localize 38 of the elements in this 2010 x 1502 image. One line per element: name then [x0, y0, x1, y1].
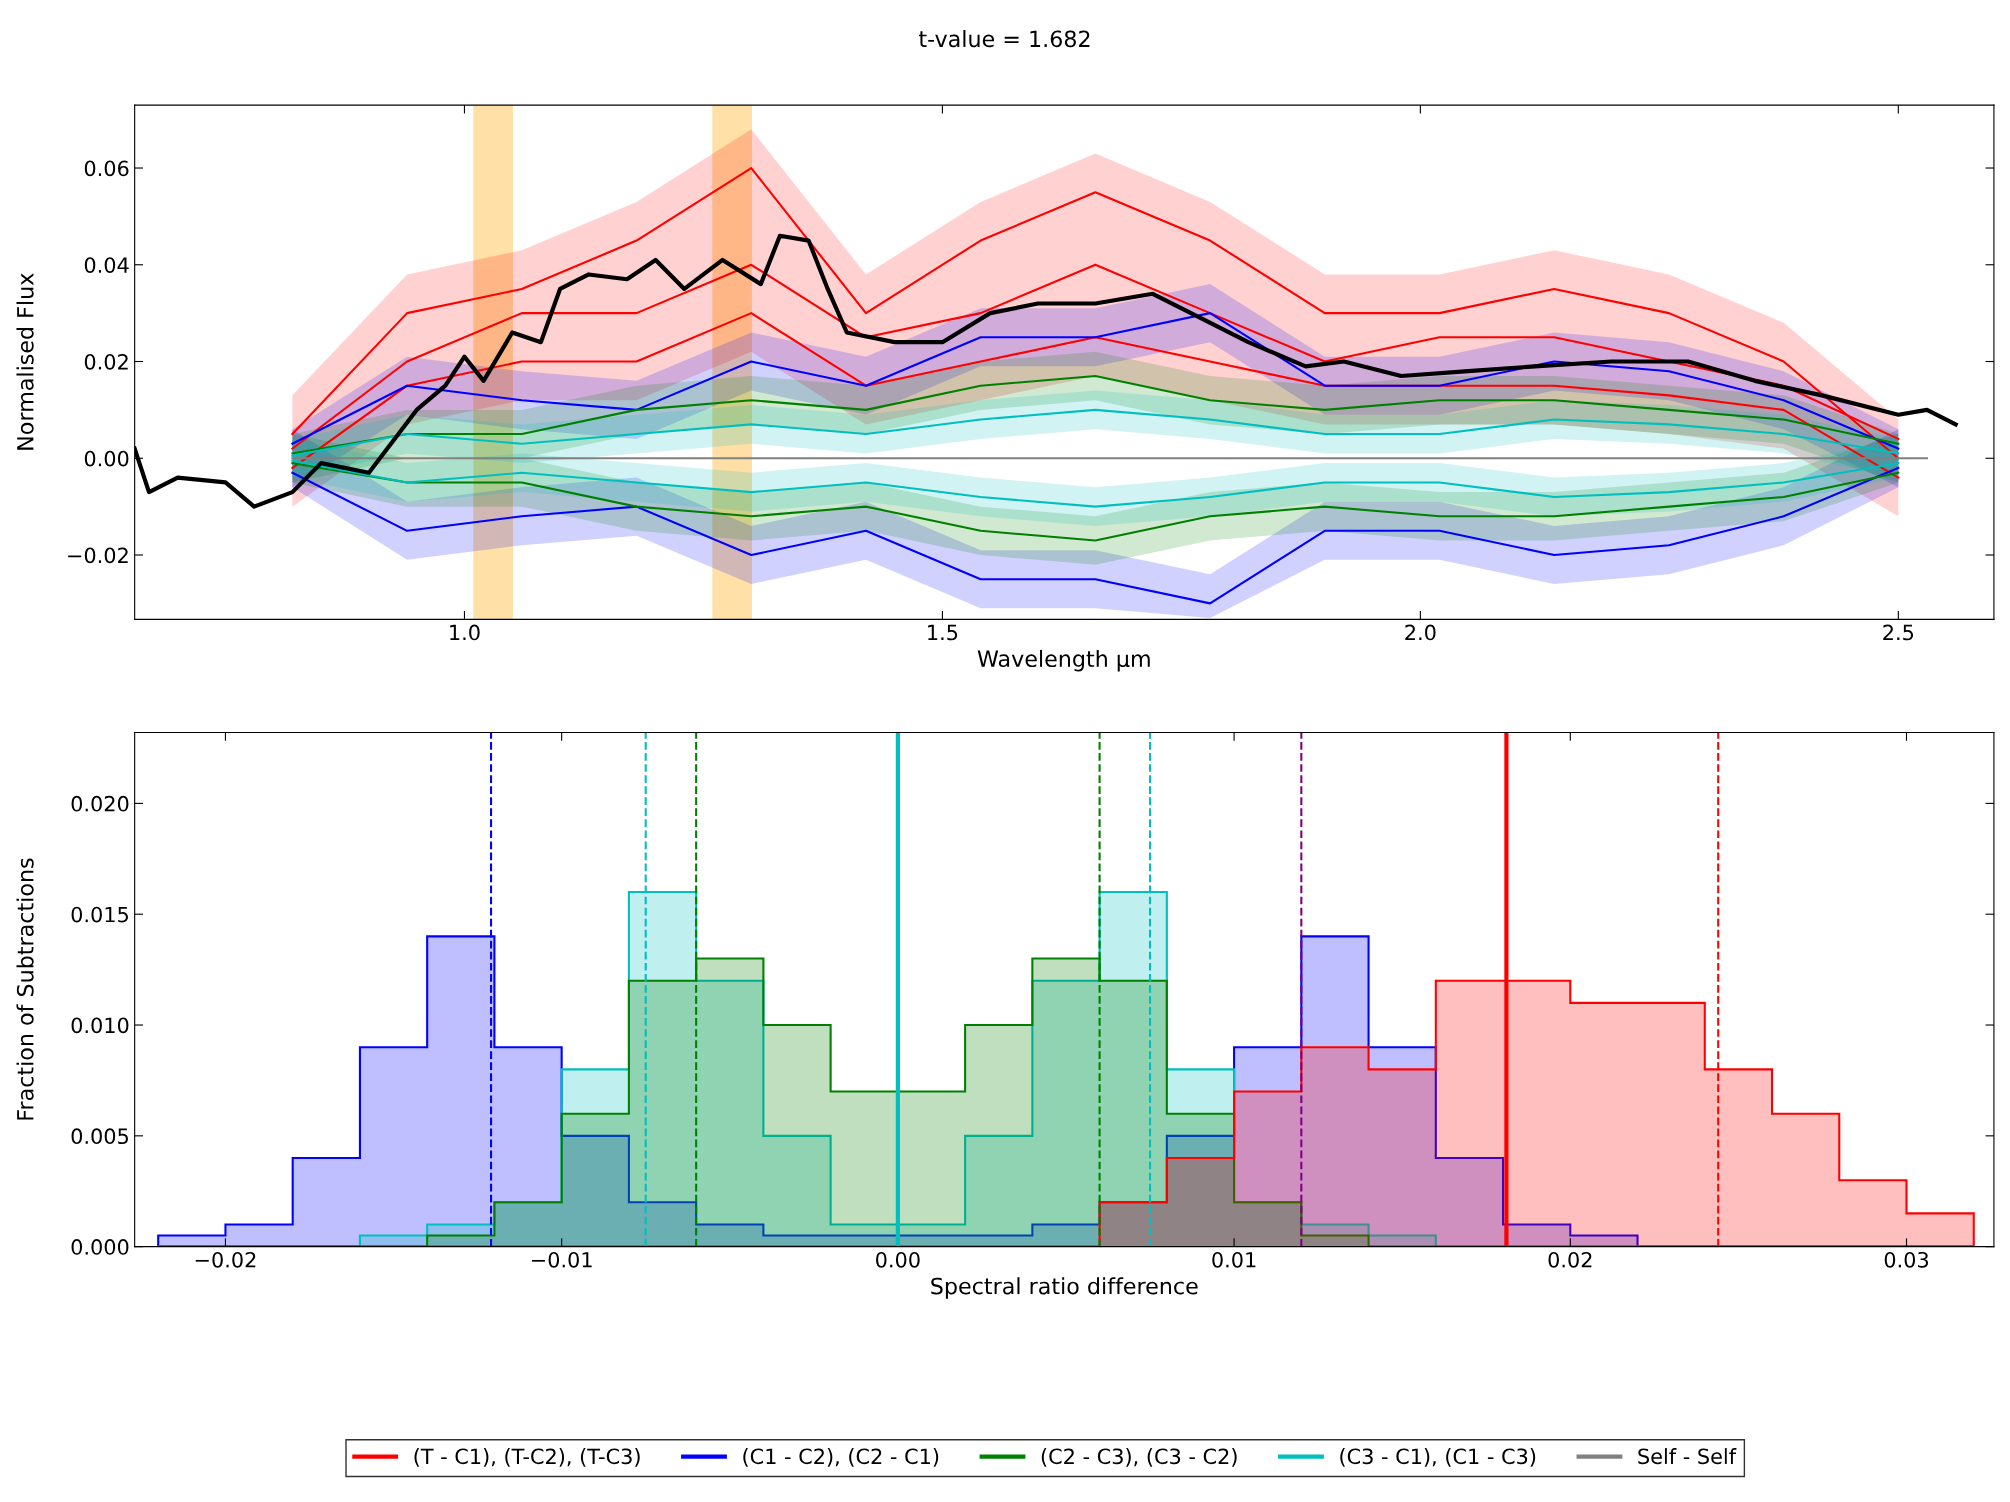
x-tick-label: 1.0 [450, 624, 480, 641]
x-tick-label: −0.01 [531, 1251, 592, 1268]
legend-label: (T - C1), (T-C2), (T-C3) [414, 1448, 640, 1467]
x-tick-label: 0.03 [1884, 1251, 1929, 1268]
legend-label: Self - Self [1638, 1448, 1737, 1465]
y-tick-label: 0.015 [71, 906, 128, 923]
y-tick-label: 0.020 [71, 795, 129, 812]
y-tick-label: 0.005 [71, 1128, 128, 1145]
x-tick-label: −0.02 [195, 1251, 256, 1268]
line-series [291, 408, 1900, 457]
line-series [291, 166, 1900, 460]
legend-label: (C1 - C2), (C2 - C1) [743, 1448, 939, 1467]
line-series [291, 374, 1900, 455]
y-tick-label: 0.00 [84, 450, 129, 467]
x-axis-title: Spectral ratio difference [931, 1277, 1198, 1299]
x-tick-label: 0.02 [1548, 1251, 1592, 1268]
line-series [291, 466, 1900, 605]
y-tick-label: −0.02 [68, 547, 128, 564]
x-tick-label: 1.5 [928, 624, 958, 641]
x-tick-label: 0.00 [876, 1251, 920, 1268]
line-series [291, 312, 1900, 479]
y-tick-label: 0.04 [84, 257, 129, 273]
legend-label: (C2 - C3), (C3 - C2) [1041, 1448, 1237, 1467]
y-axis-title: Normalised Flux [16, 273, 34, 450]
line-series [291, 462, 1900, 542]
y-tick-label: 0.02 [84, 353, 128, 370]
y-tick-label: 0.000 [71, 1239, 129, 1255]
line-series [291, 312, 1900, 450]
chart-title: t-value = 1.682 [918, 30, 1090, 48]
y-tick-label: 0.010 [71, 1017, 129, 1034]
line-series [291, 459, 1900, 508]
y-tick-label: 0.06 [84, 160, 129, 177]
x-axis-title: Wavelength μm [977, 649, 1150, 672]
legend-label: (C3 - C1), (C1 - C3) [1340, 1448, 1536, 1467]
y-axis-title: Fraction of Subtractions [16, 858, 34, 1120]
x-tick-label: 2.5 [1883, 624, 1914, 641]
x-tick-label: 0.01 [1212, 1251, 1256, 1268]
x-tick-label: 2.0 [1405, 624, 1436, 641]
